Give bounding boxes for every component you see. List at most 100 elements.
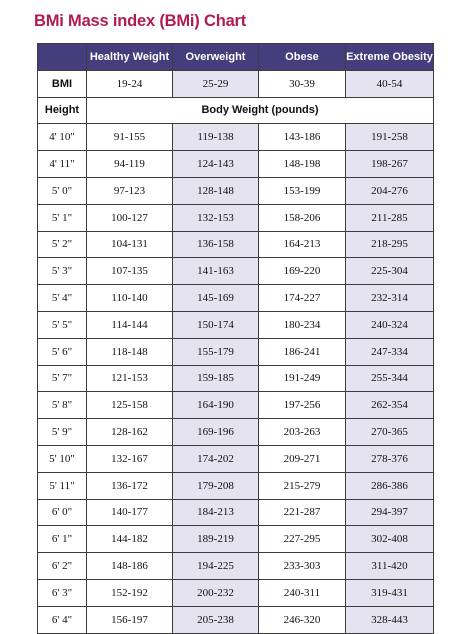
header-extreme-obesity: Extreme Obesity	[345, 43, 434, 71]
healthy-weight-cell: 118-148	[86, 337, 173, 366]
obese-cell: 246-320	[258, 605, 346, 634]
height-cell: 6' 2"	[37, 552, 87, 580]
healthy-weight-cell: 110-140	[86, 284, 173, 312]
obese-cell: 233-303	[258, 552, 346, 580]
overweight-cell: 124-143	[172, 150, 259, 178]
bmi-extreme-range: 40-54	[345, 69, 434, 98]
height-cell: 5' 5"	[37, 310, 87, 339]
obese-cell: 143-186	[258, 123, 346, 152]
table-row: 6' 1" 144-182 189-219 227-295 302-408	[37, 525, 434, 554]
height-cell: 5' 11"	[37, 471, 87, 500]
height-cell: 5' 2"	[37, 230, 87, 259]
height-header-row: Height Body Weight (pounds)	[37, 96, 434, 125]
extreme-obesity-cell: 286-386	[345, 471, 434, 500]
height-cell: 5' 7"	[37, 364, 87, 393]
table-row: 5' 2" 104-131 136-158 164-213 218-295	[37, 230, 434, 259]
healthy-weight-cell: 107-135	[86, 257, 173, 286]
healthy-weight-cell: 144-182	[86, 525, 173, 554]
extreme-obesity-cell: 311-420	[345, 552, 434, 580]
table-row: 5' 0" 97-123 128-148 153-199 204-276	[37, 176, 434, 205]
healthy-weight-cell: 156-197	[86, 605, 173, 634]
bmi-row: BMI 19-24 25-29 30-39 40-54	[37, 69, 434, 98]
height-cell: 6' 0"	[37, 498, 87, 527]
table-row: 5' 8" 125-158 164-190 197-256 262-354	[37, 391, 434, 420]
healthy-weight-cell: 104-131	[86, 230, 173, 259]
overweight-cell: 159-185	[172, 364, 259, 393]
obese-cell: 164-213	[258, 230, 346, 259]
extreme-obesity-cell: 232-314	[345, 284, 434, 312]
overweight-cell: 150-174	[172, 310, 259, 339]
overweight-cell: 184-213	[172, 498, 259, 527]
overweight-cell: 164-190	[172, 391, 259, 420]
obese-cell: 191-249	[258, 364, 346, 393]
obese-cell: 240-311	[258, 578, 346, 607]
body-weight-label: Body Weight (pounds)	[86, 96, 434, 125]
overweight-cell: 179-208	[172, 471, 259, 500]
overweight-cell: 200-232	[172, 578, 259, 607]
overweight-cell: 145-169	[172, 284, 259, 312]
table-row: 5' 1" 100-127 132-153 158-206 211-285	[37, 203, 434, 232]
height-cell: 6' 3"	[37, 578, 87, 607]
extreme-obesity-cell: 198-267	[345, 150, 434, 178]
healthy-weight-cell: 136-172	[86, 471, 173, 500]
table-row: 5' 3" 107-135 141-163 169-220 225-304	[37, 257, 434, 286]
obese-cell: 186-241	[258, 337, 346, 366]
extreme-obesity-cell: 225-304	[345, 257, 434, 286]
healthy-weight-cell: 121-153	[86, 364, 173, 393]
healthy-weight-cell: 91-155	[86, 123, 173, 152]
bmi-label: BMI	[37, 69, 87, 98]
overweight-cell: 169-196	[172, 418, 259, 446]
extreme-obesity-cell: 211-285	[345, 203, 434, 232]
obese-cell: 169-220	[258, 257, 346, 286]
height-cell: 5' 9"	[37, 418, 87, 446]
healthy-weight-cell: 132-167	[86, 444, 173, 473]
height-cell: 6' 4"	[37, 605, 87, 634]
overweight-cell: 136-158	[172, 230, 259, 259]
extreme-obesity-cell: 262-354	[345, 391, 434, 420]
table-row: 6' 0" 140-177 184-213 221-287 294-397	[37, 498, 434, 527]
extreme-obesity-cell: 255-344	[345, 364, 434, 393]
extreme-obesity-cell: 204-276	[345, 176, 434, 205]
extreme-obesity-cell: 218-295	[345, 230, 434, 259]
header-healthy-weight: Healthy Weight	[86, 43, 173, 71]
height-cell: 5' 6"	[37, 337, 87, 366]
extreme-obesity-cell: 247-334	[345, 337, 434, 366]
height-cell: 5' 1"	[37, 203, 87, 232]
obese-cell: 209-271	[258, 444, 346, 473]
bmi-obese-range: 30-39	[258, 69, 346, 98]
table-row: 6' 4" 156-197 205-238 246-320 328-443	[37, 605, 434, 634]
healthy-weight-cell: 140-177	[86, 498, 173, 527]
obese-cell: 203-263	[258, 418, 346, 446]
overweight-cell: 205-238	[172, 605, 259, 634]
extreme-obesity-cell: 328-443	[345, 605, 434, 634]
table-row: 5' 4" 110-140 145-169 174-227 232-314	[37, 284, 434, 312]
height-cell: 6' 1"	[37, 525, 87, 554]
header-overweight: Overweight	[172, 43, 259, 71]
page-title: BMi Mass index (BMi) Chart	[34, 12, 247, 30]
table-row: 5' 6" 118-148 155-179 186-241 247-334	[37, 337, 434, 366]
height-cell: 5' 3"	[37, 257, 87, 286]
height-cell: 5' 10"	[37, 444, 87, 473]
overweight-cell: 189-219	[172, 525, 259, 554]
overweight-cell: 155-179	[172, 337, 259, 366]
table-row: 5' 10" 132-167 174-202 209-271 278-376	[37, 444, 434, 473]
obese-cell: 221-287	[258, 498, 346, 527]
table-row: 5' 9" 128-162 169-196 203-263 270-365	[37, 418, 434, 446]
healthy-weight-cell: 100-127	[86, 203, 173, 232]
bmi-overweight-range: 25-29	[172, 69, 259, 98]
extreme-obesity-cell: 240-324	[345, 310, 434, 339]
overweight-cell: 141-163	[172, 257, 259, 286]
healthy-weight-cell: 97-123	[86, 176, 173, 205]
obese-cell: 174-227	[258, 284, 346, 312]
extreme-obesity-cell: 302-408	[345, 525, 434, 554]
extreme-obesity-cell: 319-431	[345, 578, 434, 607]
extreme-obesity-cell: 191-258	[345, 123, 434, 152]
obese-cell: 180-234	[258, 310, 346, 339]
obese-cell: 197-256	[258, 391, 346, 420]
overweight-cell: 119-138	[172, 123, 259, 152]
height-cell: 4' 10"	[37, 123, 87, 152]
table-row: 4' 11" 94-119 124-143 148-198 198-267	[37, 150, 434, 178]
healthy-weight-cell: 148-186	[86, 552, 173, 580]
obese-cell: 153-199	[258, 176, 346, 205]
obese-cell: 215-279	[258, 471, 346, 500]
